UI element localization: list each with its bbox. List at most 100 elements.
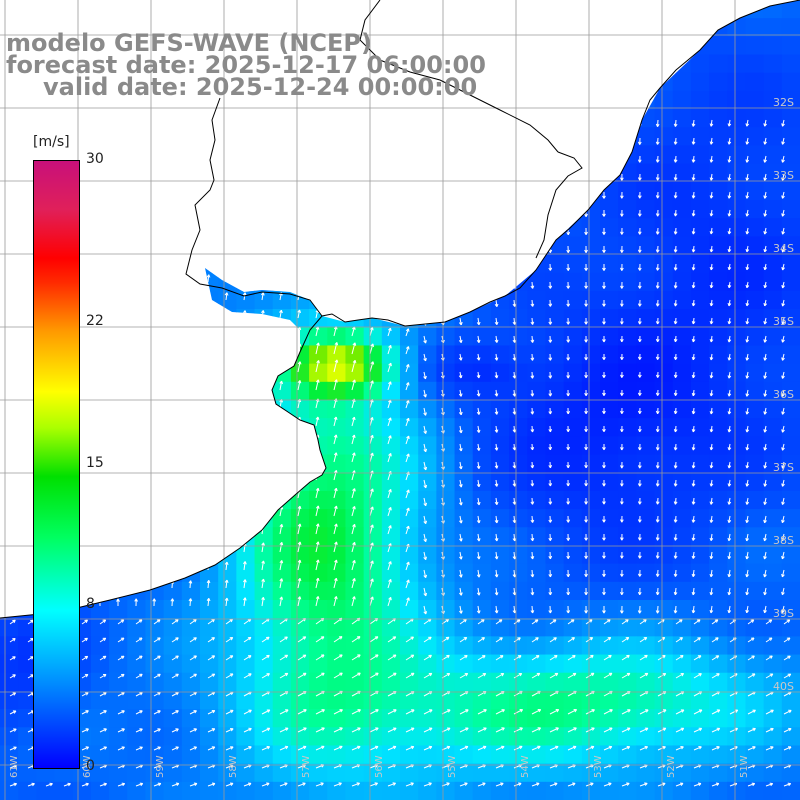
field-cell [418, 490, 437, 510]
field-cell [709, 727, 728, 746]
field-cell [181, 0, 201, 19]
wind-arrow [458, 335, 463, 344]
field-cell [509, 236, 528, 256]
field-cell [309, 545, 328, 565]
field-cell [400, 363, 419, 383]
field-cell [163, 345, 183, 365]
field-cell [509, 0, 528, 19]
field-cell [690, 54, 710, 74]
wind-arrow [170, 364, 175, 373]
wind-arrow [458, 155, 463, 164]
field-cell [127, 727, 146, 746]
latitude-label: 33S [773, 169, 794, 182]
field-cell [454, 272, 474, 292]
wind-arrow [98, 508, 102, 517]
field-cell [563, 618, 583, 637]
field-cell [236, 618, 256, 637]
field-cell [781, 436, 800, 456]
field-cell [218, 509, 237, 528]
field-cell [654, 18, 674, 37]
wind-arrow [387, 310, 392, 319]
field-cell [400, 509, 419, 528]
wind-arrow [637, 389, 642, 396]
wind-arrow [369, 220, 374, 229]
field-cell [418, 454, 437, 474]
wind-arrow [206, 310, 211, 319]
field-cell [109, 618, 128, 637]
field-cell [545, 454, 565, 474]
field-cell [490, 436, 510, 456]
field-cell [327, 200, 346, 219]
field-cell [763, 327, 783, 346]
field-cell [563, 472, 583, 492]
wind-arrow [297, 361, 302, 373]
wind-arrow [206, 436, 211, 445]
field-cell [563, 600, 583, 619]
field-cell [636, 54, 656, 74]
wind-arrow [673, 209, 678, 217]
field-cell [181, 545, 201, 565]
field-cell [163, 363, 183, 383]
wind-arrow [369, 417, 374, 427]
field-cell [181, 600, 201, 619]
wind-arrow [548, 191, 553, 200]
wind-arrow [602, 408, 606, 414]
wind-arrow [134, 184, 138, 193]
field-cell [400, 600, 419, 619]
field-cell [490, 418, 510, 437]
wind-arrow [494, 245, 499, 254]
field-cell [163, 236, 183, 256]
field-cell [781, 781, 800, 800]
field-cell [636, 345, 656, 365]
field-cell [581, 381, 601, 401]
wind-arrow [476, 173, 481, 182]
wind-arrow [7, 148, 12, 157]
field-cell [690, 527, 710, 546]
field-cell [272, 254, 292, 274]
wind-arrow [7, 562, 12, 571]
wind-arrow [297, 274, 301, 283]
field-cell [218, 654, 237, 674]
wind-arrow [134, 310, 138, 319]
wind-arrow [315, 220, 319, 229]
wind-arrow [423, 155, 427, 164]
wind-arrow [602, 246, 606, 253]
field-cell [218, 163, 237, 183]
field-cell [0, 290, 19, 310]
wind-arrow [315, 291, 320, 301]
field-cell [581, 527, 601, 546]
field-cell [745, 709, 765, 728]
field-cell [781, 672, 800, 692]
wind-arrow [673, 137, 678, 145]
field-cell [0, 90, 19, 110]
field-cell [709, 545, 728, 565]
wind-arrow [673, 119, 678, 127]
field-cell [418, 363, 437, 383]
field-cell [709, 327, 728, 346]
field-cell [200, 290, 219, 310]
field-cell [309, 272, 328, 292]
field-cell [472, 200, 492, 219]
field-cell [218, 672, 237, 692]
field-cell [363, 763, 383, 783]
wind-arrow [188, 184, 193, 193]
wind-arrow [548, 119, 553, 128]
wind-arrow [405, 417, 410, 427]
field-cell [727, 781, 746, 800]
field-cell [545, 563, 565, 583]
field-cell [181, 781, 201, 800]
field-cell [218, 454, 237, 474]
field-cell [472, 0, 492, 19]
field-cell [381, 345, 401, 365]
wind-arrow [709, 191, 714, 199]
field-cell [381, 654, 401, 674]
field-cell [690, 109, 710, 128]
wind-arrow [727, 119, 732, 127]
wind-arrow [620, 299, 624, 307]
wind-arrow [116, 166, 120, 174]
field-cell [763, 127, 783, 146]
field-cell [0, 109, 19, 128]
wind-arrow [116, 148, 120, 156]
field-cell [490, 709, 510, 728]
wind-arrow [261, 345, 265, 355]
